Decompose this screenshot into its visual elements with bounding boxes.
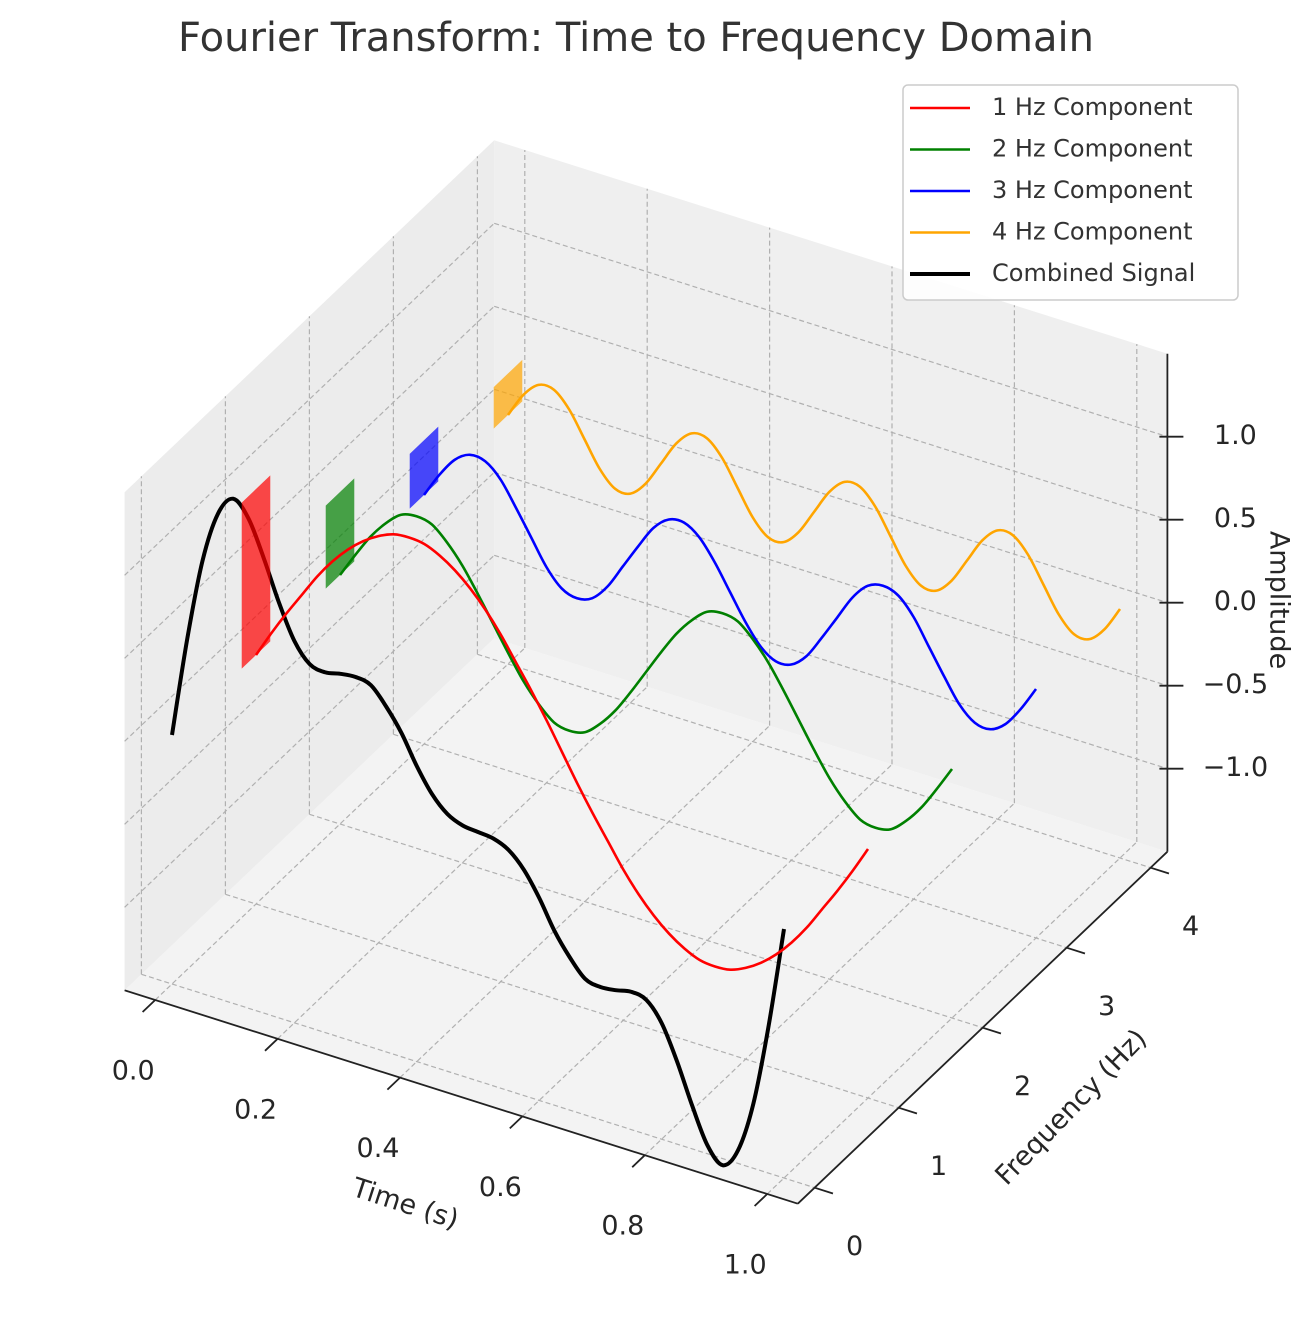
tick-mark — [264, 1038, 279, 1052]
z-tick-label: 0.5 — [1214, 503, 1257, 534]
tick-mark — [386, 1076, 401, 1091]
legend-label: 4 Hz Component — [992, 218, 1193, 246]
grid-line — [494, 222, 1168, 438]
amplitude-bar — [409, 426, 439, 509]
y-tick-label: 3 — [1098, 991, 1115, 1022]
grid-line — [644, 802, 1015, 1156]
grid-line — [141, 973, 815, 1189]
legend-label: 2 Hz Component — [992, 135, 1193, 163]
grid-line — [766, 841, 1138, 1195]
legend-box — [902, 84, 1239, 301]
z-tick-label: −0.5 — [1203, 669, 1269, 700]
grid-line — [494, 554, 1168, 770]
series-line — [338, 512, 954, 832]
grid-line — [477, 653, 1151, 869]
y-tick-label: 4 — [1182, 911, 1199, 942]
tick-mark — [814, 1186, 834, 1195]
x-tick-label: 0.2 — [234, 1094, 277, 1125]
grid-line — [154, 647, 526, 1001]
grid-line — [494, 471, 1168, 687]
z-tick-label: 1.0 — [1214, 420, 1257, 451]
grid-line — [124, 554, 495, 908]
tick-mark — [1150, 866, 1170, 875]
z-axis-label: Amplitude — [1264, 531, 1292, 669]
legend: 1 Hz Component 2 Hz Component 3 Hz Compone… — [902, 84, 1239, 301]
legend-label: 3 Hz Component — [992, 176, 1193, 204]
series-line — [254, 532, 870, 972]
x-tick-label: 0.0 — [112, 1056, 155, 1087]
y-axis — [797, 851, 1169, 1205]
x-axis — [124, 989, 799, 1205]
z-tick-label: −1.0 — [1203, 752, 1269, 783]
series-line — [422, 453, 1038, 731]
tick-mark — [982, 1026, 1002, 1035]
tick-mark — [509, 1115, 524, 1130]
x-tick-label: 0.4 — [357, 1133, 400, 1164]
grid-line — [124, 222, 495, 576]
series-line — [506, 383, 1122, 641]
grid-line — [124, 305, 495, 659]
tick-mark — [631, 1154, 646, 1168]
y-axis-label: Frequency (Hz) — [989, 1023, 1153, 1191]
z-tick-label: 0.0 — [1214, 586, 1257, 617]
grid-line — [521, 763, 893, 1117]
amplitude-bar — [241, 475, 271, 669]
grid-line — [494, 305, 1168, 521]
grid-line — [277, 686, 648, 1040]
tick-mark — [898, 1106, 918, 1115]
x-tick-label: 0.6 — [479, 1172, 522, 1203]
grid-line — [393, 733, 1067, 949]
y-tick-label: 0 — [846, 1231, 863, 1262]
series-line — [170, 496, 786, 1168]
tick-mark — [1066, 946, 1086, 955]
legend-label: 1 Hz Component — [992, 93, 1193, 121]
legend-label: Combined Signal — [992, 259, 1195, 287]
grid-line — [225, 893, 899, 1109]
y-tick-label: 2 — [1014, 1071, 1031, 1102]
tick-mark — [753, 1193, 768, 1207]
grid-line — [124, 471, 495, 825]
y-tick-label: 1 — [930, 1151, 947, 1182]
tick-mark — [141, 999, 156, 1013]
x-tick-label: 0.8 — [601, 1211, 644, 1242]
chart-title: Fourier Transform: Time to Frequency Dom… — [178, 15, 1094, 61]
grid-line — [399, 725, 771, 1079]
grid-line — [309, 813, 983, 1029]
x-tick-label: 1.0 — [724, 1250, 767, 1281]
grid-line — [494, 388, 1168, 604]
amplitude-bar — [493, 359, 523, 429]
x-axis-label: Time (s) — [347, 1172, 462, 1236]
